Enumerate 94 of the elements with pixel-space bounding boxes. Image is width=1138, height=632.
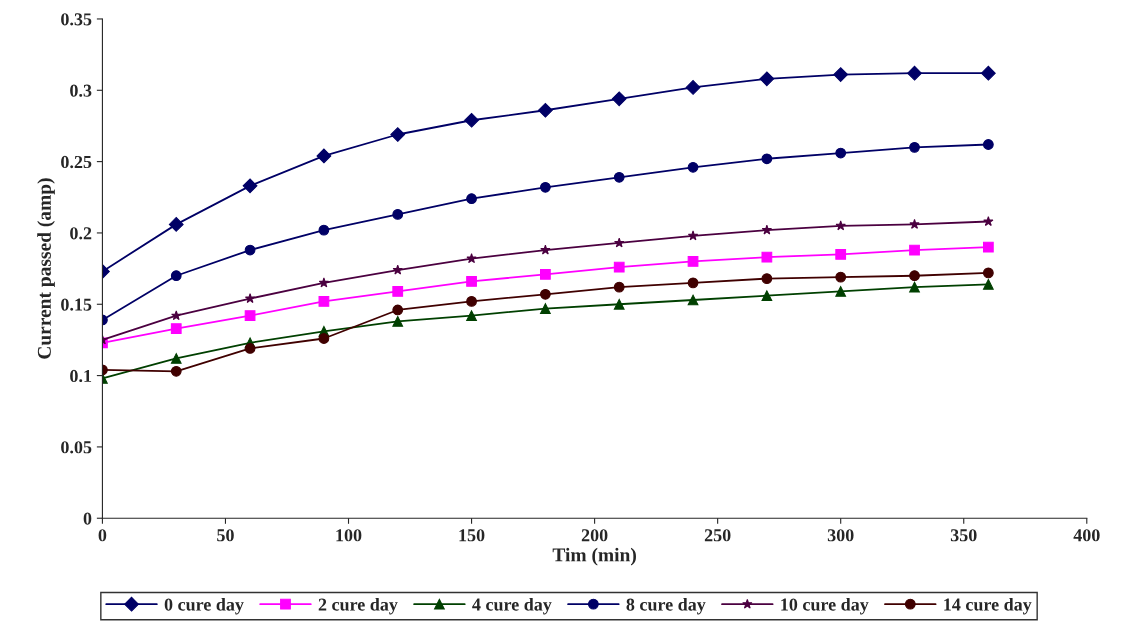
point: [835, 147, 847, 159]
point: [540, 303, 551, 314]
y-tick-label: 0.1: [70, 369, 92, 383]
y-tick-label: 0: [83, 512, 92, 525]
point: [390, 127, 406, 142]
legend-label: 10 cure day: [781, 597, 869, 615]
point: [244, 343, 256, 354]
point: [242, 178, 258, 194]
x-tick-label: 50: [217, 529, 234, 542]
point: [982, 241, 994, 253]
point: [171, 310, 182, 321]
point: [466, 296, 477, 307]
point: [613, 281, 625, 293]
point: [540, 268, 551, 280]
point: [466, 276, 477, 287]
y-tick-label: 0.25: [61, 155, 92, 169]
legend-label: 0 cure day: [164, 597, 244, 615]
x-tick-label: 300: [827, 529, 854, 542]
point: [687, 277, 699, 289]
point: [909, 141, 920, 153]
point: [982, 139, 994, 150]
point: [540, 181, 551, 193]
point: [540, 244, 551, 255]
point: [464, 112, 479, 128]
point: [168, 216, 184, 232]
point: [835, 286, 847, 297]
x-tick-label: 400: [1073, 529, 1100, 542]
point: [835, 271, 847, 283]
point: [613, 171, 625, 183]
point: [540, 288, 551, 300]
point: [909, 219, 920, 229]
point: [316, 148, 332, 164]
point: [980, 65, 996, 81]
y-tick-label: 0.35: [61, 13, 92, 26]
point: [318, 224, 330, 236]
point: [687, 161, 699, 173]
point: [537, 102, 553, 118]
x-tick-label: 0: [98, 529, 107, 542]
point: [244, 244, 256, 256]
point: [466, 193, 477, 205]
point: [170, 323, 182, 334]
point: [613, 298, 625, 310]
point: [761, 290, 773, 302]
point: [687, 256, 699, 267]
point: [614, 237, 625, 248]
point: [392, 264, 403, 275]
y-tick-label: 0.05: [61, 441, 92, 454]
y-axis-title: Current passed (amp): [37, 178, 55, 359]
x-axis-title: Tim (min): [552, 547, 636, 566]
point: [687, 294, 699, 306]
point: [835, 220, 846, 231]
point: [244, 293, 256, 304]
point: [392, 304, 404, 316]
point: [613, 261, 625, 273]
y-tick-label: 0.2: [70, 227, 92, 240]
point: [761, 251, 773, 263]
point: [761, 224, 773, 235]
point: [982, 267, 994, 279]
point: [761, 273, 773, 284]
point: [318, 296, 330, 307]
point: [685, 80, 701, 95]
x-tick-label: 350: [950, 529, 977, 542]
legend-label: 2 cure day: [318, 597, 398, 615]
point: [170, 270, 182, 282]
y-tick-label: 0.3: [70, 84, 92, 97]
y-tick-label: 0.15: [61, 298, 92, 311]
point: [392, 286, 404, 297]
x-tick-label: 150: [459, 529, 485, 542]
point: [170, 353, 182, 364]
point: [909, 270, 920, 282]
point: [170, 365, 182, 377]
point: [759, 71, 775, 87]
point: [835, 248, 847, 260]
point: [318, 277, 330, 288]
point: [392, 316, 404, 327]
legend-label: 8 cure day: [626, 597, 706, 615]
point: [761, 153, 773, 165]
point: [466, 310, 477, 322]
point: [907, 65, 922, 81]
point: [687, 230, 699, 241]
point: [318, 333, 330, 344]
x-tick-label: 250: [704, 529, 731, 542]
point: [909, 281, 920, 293]
point: [982, 278, 994, 290]
legend-label: 14 cure day: [944, 597, 1032, 615]
point: [392, 209, 404, 220]
point: [244, 310, 256, 322]
point: [909, 244, 920, 256]
x-tick-label: 200: [581, 529, 608, 542]
x-tick-label: 100: [336, 529, 362, 542]
point: [466, 253, 477, 264]
legend-label: 4 cure day: [472, 597, 552, 615]
point: [611, 91, 627, 107]
point: [833, 67, 849, 82]
